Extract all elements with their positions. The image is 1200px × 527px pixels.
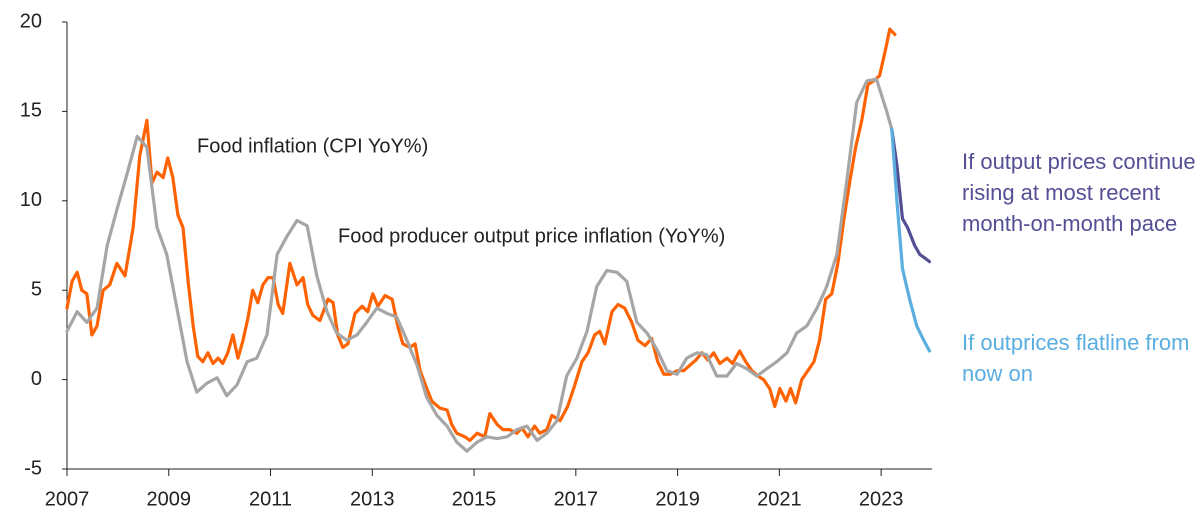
y-tick-label: -5 [24, 457, 42, 479]
series-label: Food producer output price inflation (Yo… [338, 225, 725, 247]
y-tick-label: 20 [20, 10, 42, 32]
x-tick-label: 2009 [147, 488, 192, 510]
series-label: If output prices continue rising at most… [962, 149, 1196, 236]
y-tick-label: 5 [31, 278, 42, 300]
x-tick-label: 2019 [655, 488, 700, 510]
x-tick-label: 2017 [554, 488, 599, 510]
x-tick-label: 2013 [350, 488, 395, 510]
x-tick-label: 2023 [859, 488, 904, 510]
series-line [65, 27, 897, 442]
series-label: If outprices flatline from now on [962, 330, 1190, 386]
y-tick-label: 10 [20, 189, 42, 211]
x-tick-label: 2007 [45, 488, 90, 510]
x-tick-label: 2011 [249, 488, 292, 510]
series-label: Food inflation (CPI YoY%) [197, 135, 428, 157]
series-line [890, 127, 932, 353]
x-tick-label: 2015 [452, 488, 497, 510]
y-tick-label: 0 [31, 368, 42, 390]
series-line [890, 127, 932, 264]
y-tick-label: 15 [20, 100, 42, 122]
x-tick-label: 2021 [757, 488, 802, 510]
series-line [65, 77, 894, 453]
